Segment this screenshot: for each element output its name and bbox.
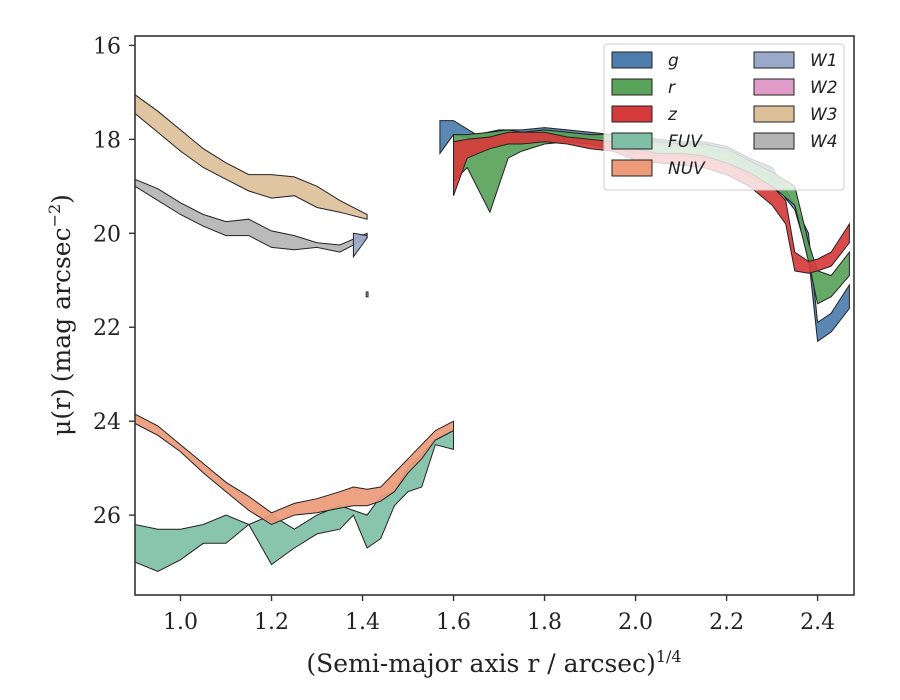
y-tick-label: 20: [93, 222, 121, 247]
y-tick-label: 18: [93, 128, 121, 153]
legend-label-w3: W3: [810, 105, 838, 125]
y-axis-label-mu: μ(r): [47, 388, 76, 436]
legend-swatch-nuv: [611, 159, 653, 177]
x-axis-label-text: (Semi-major axis r / arcsec): [306, 649, 655, 678]
y-axis-label-close: ): [47, 194, 76, 204]
band-w2: [365, 291, 369, 298]
legend-label-fuv: FUV: [668, 132, 703, 152]
y-tick-label: 24: [93, 410, 121, 435]
legend-swatch-w4: [753, 132, 795, 150]
band-w1: [352, 232, 368, 259]
legend-label-w4: W4: [810, 132, 838, 152]
legend-swatch-fuv: [611, 132, 653, 150]
legend-label-w2: W2: [810, 78, 838, 98]
x-ticks: 1.0 1.2 1.4 1.6 1.8 2.0 2.2 2.4: [163, 595, 835, 635]
plot-frame: [134, 35, 855, 596]
x-tick-label: 2.0: [618, 610, 653, 635]
x-tick-label: 2.4: [800, 610, 835, 635]
y-ticks: 16 18 20 22 24 26: [93, 34, 135, 529]
x-axis-label: (Semi-major axis r / arcsec)1/4: [306, 647, 681, 678]
legend-label-nuv: NUV: [668, 159, 706, 179]
band-nuv: [135, 413, 454, 526]
x-tick-label: 2.2: [709, 610, 744, 635]
x-tick-label: 1.0: [163, 610, 198, 635]
band-w3: [135, 94, 368, 220]
x-tick-label: 1.2: [254, 610, 289, 635]
y-tick-label: 16: [93, 34, 121, 59]
y-axis-label-unit: (mag arcsec: [47, 227, 76, 382]
legend-label-r: r: [668, 78, 676, 98]
legend-swatch-w3: [753, 105, 795, 123]
legend-label-g: g: [668, 51, 679, 71]
legend-swatch-w1: [753, 51, 795, 69]
y-axis-label: μ(r) (mag arcsec−2): [45, 194, 76, 436]
x-axis-label-exponent: 1/4: [656, 647, 682, 666]
legend-swatch-r: [611, 78, 653, 96]
x-tick-label: 1.4: [345, 610, 380, 635]
x-tick-label: 1.8: [527, 610, 562, 635]
legend-swatch-z: [611, 105, 653, 123]
legend-label-w1: W1: [810, 51, 838, 71]
legend-label-z: z: [667, 105, 678, 125]
x-tick-label: 1.6: [436, 610, 471, 635]
y-tick-label: 22: [93, 316, 121, 341]
legend-swatch-w2: [753, 78, 795, 96]
legend: grz FUV NUV W1 W2 W3 W4: [603, 43, 845, 191]
y-axis-label-exponent: −2: [45, 204, 64, 228]
legend-swatch-g: [611, 51, 653, 69]
y-tick-label: 26: [93, 504, 121, 529]
